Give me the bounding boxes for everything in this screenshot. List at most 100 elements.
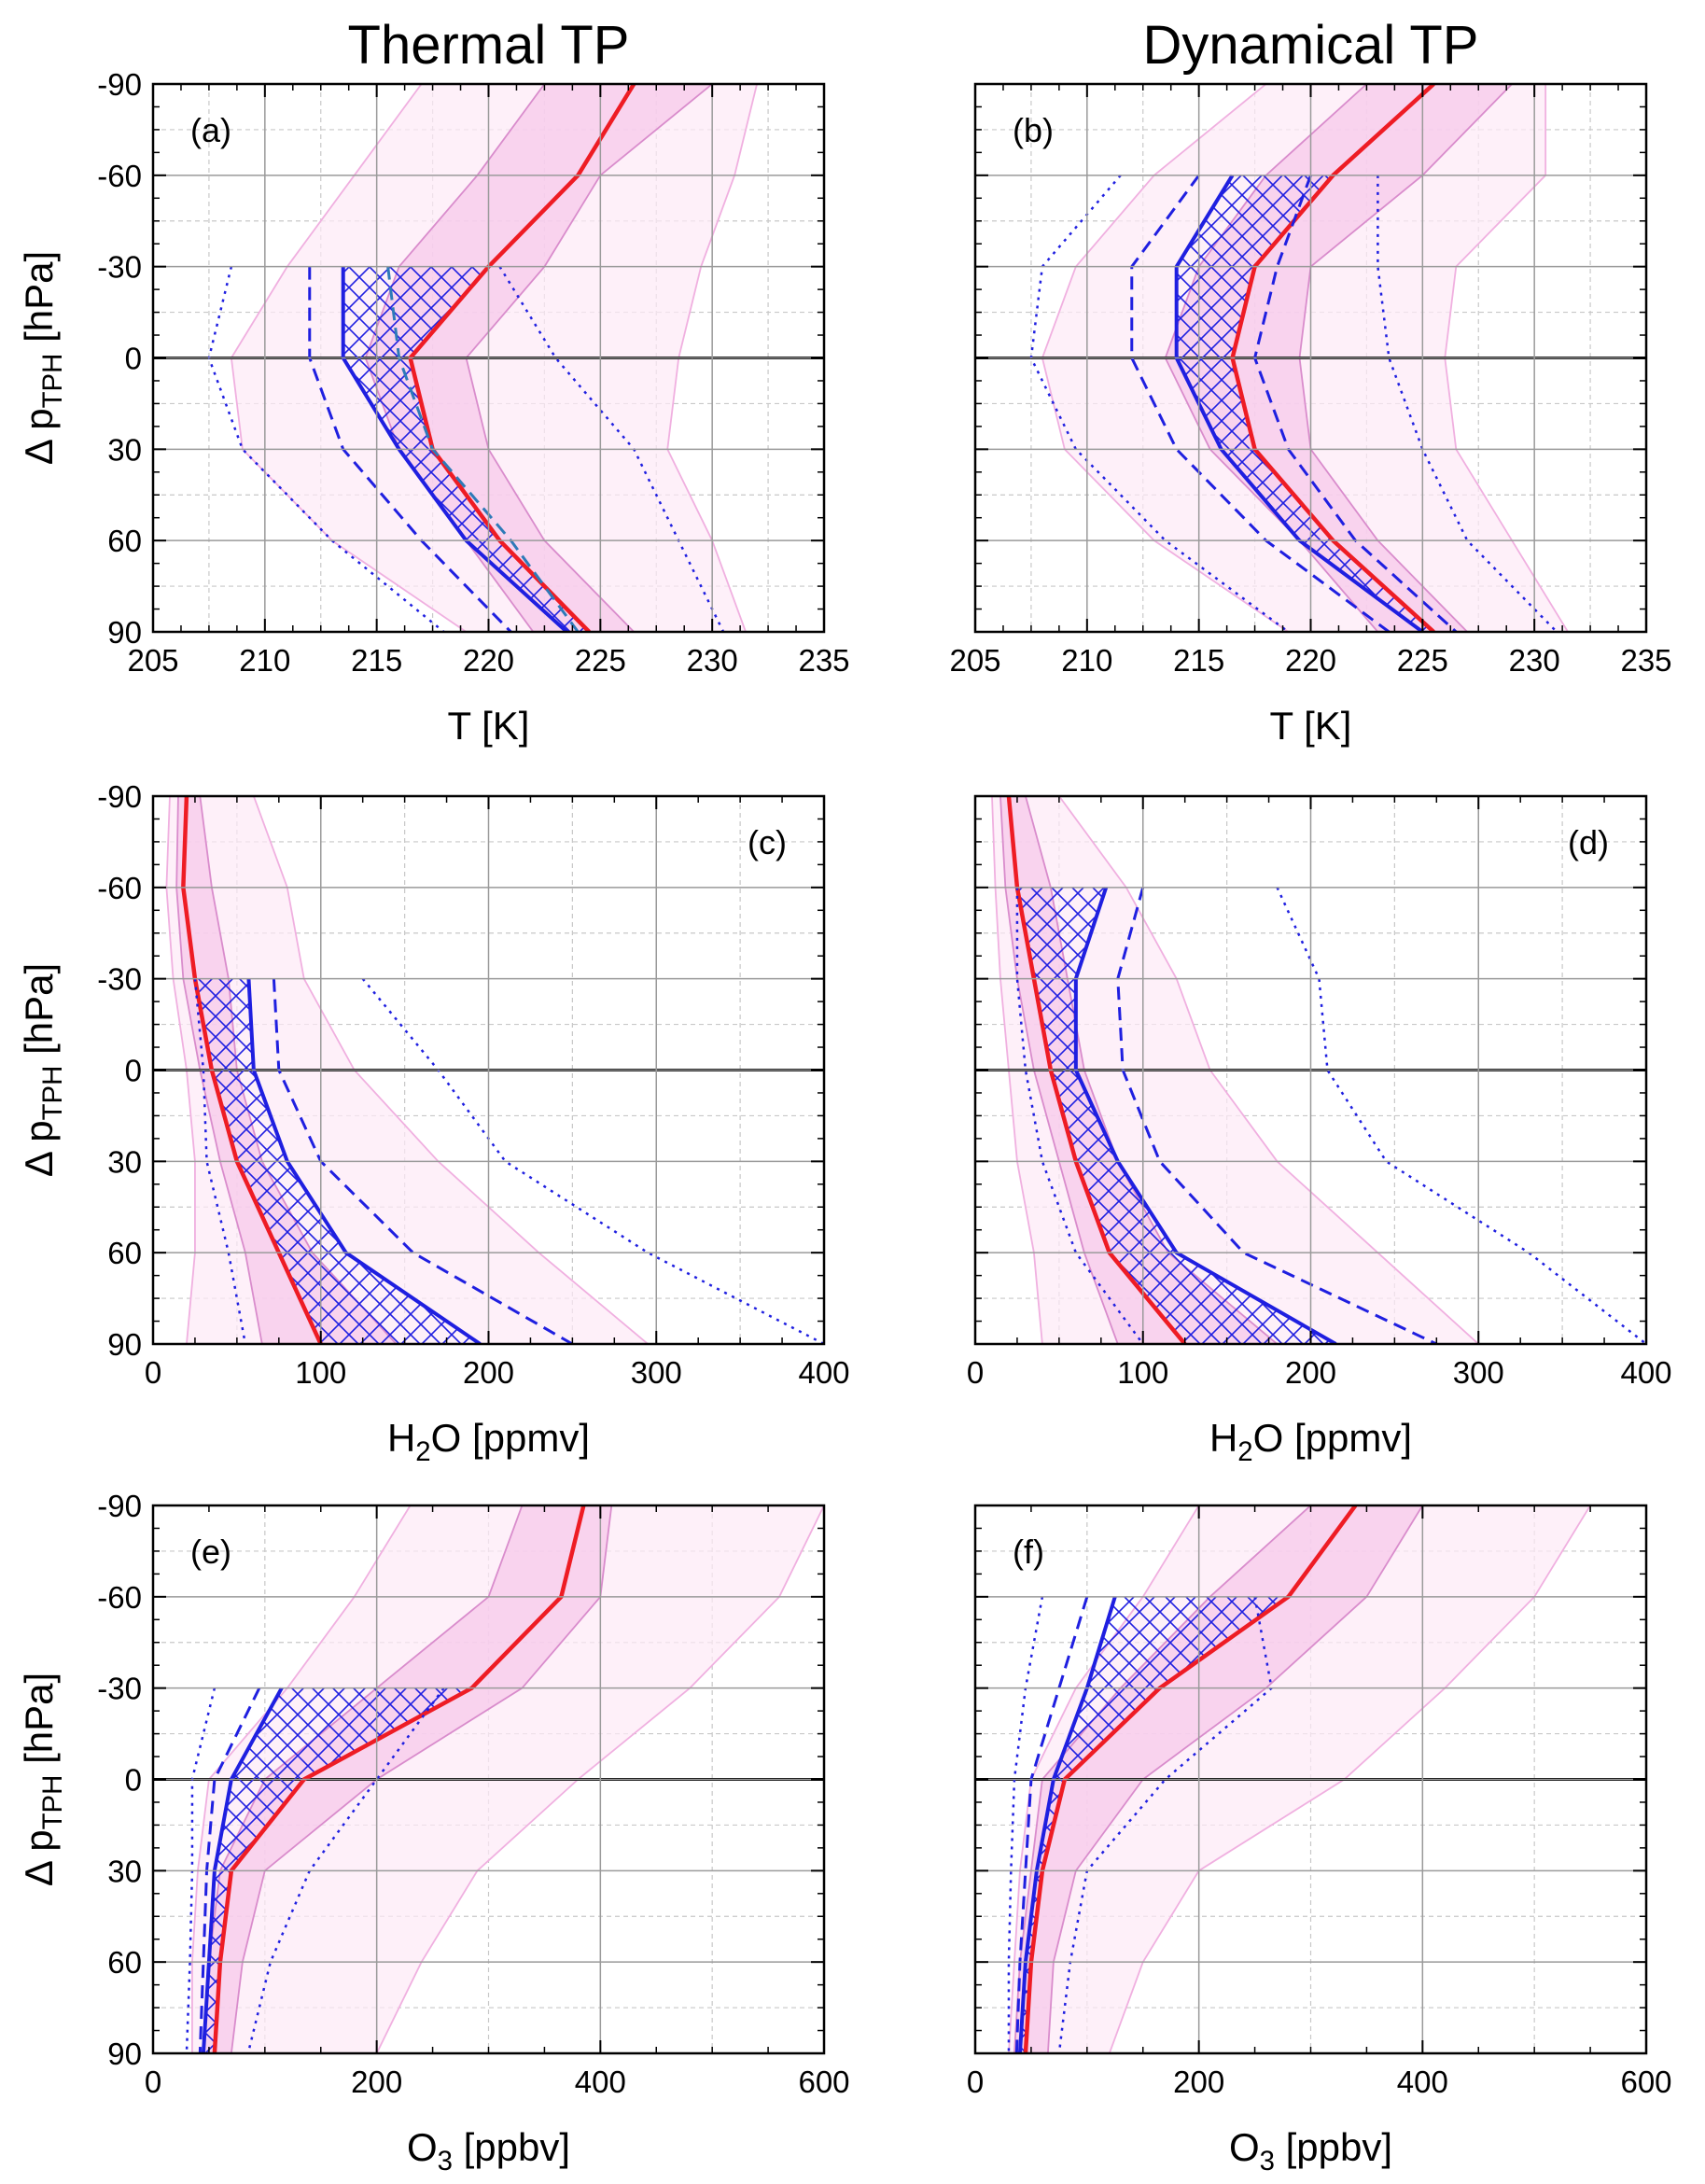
x-tick-label: 210 <box>239 643 290 678</box>
x-axis-label: H2O [ppmv] <box>387 1416 590 1467</box>
column-title: Dynamical TP <box>1143 15 1479 76</box>
x-axis-label-subscript: 3 <box>1260 2146 1275 2177</box>
x-axis-label-part: H <box>387 1416 415 1460</box>
hatched-area <box>1019 1596 1289 2053</box>
y-tick-label: 30 <box>107 1144 142 1179</box>
x-tick-label: 220 <box>463 643 514 678</box>
x-axis-label: O3 [ppbv] <box>1229 2125 1392 2177</box>
y-axis-label-part: Δ p <box>17 408 61 465</box>
y-axis-label-subscript: TPH <box>37 1066 68 1121</box>
x-tick-label: 200 <box>1173 2065 1224 2099</box>
hatched-area <box>1176 175 1434 632</box>
x-tick-label: 205 <box>127 643 178 678</box>
y-tick-label: -90 <box>97 779 142 814</box>
y-tick-label: 0 <box>125 1763 142 1798</box>
x-tick-label: 0 <box>145 1355 161 1390</box>
x-tick-label: 100 <box>295 1355 346 1390</box>
x-axis-label-part: T [K] <box>1270 704 1352 748</box>
profile-line <box>1130 174 1391 632</box>
x-axis-label-part: O <box>407 2125 438 2169</box>
x-axis-label-subscript: 2 <box>415 1436 430 1467</box>
x-tick-label: 200 <box>463 1355 514 1390</box>
x-axis-label-part: [ppbv] <box>453 2125 570 2169</box>
y-tick-label: -90 <box>97 1489 142 1523</box>
x-tick-label: 205 <box>949 643 1000 678</box>
x-axis-label: H2O [ppmv] <box>1209 1416 1412 1467</box>
axes-frame <box>973 1504 1648 2055</box>
x-tick-label: 215 <box>1173 643 1224 678</box>
x-tick-label: 235 <box>798 643 849 678</box>
y-tick-label: -30 <box>97 250 142 285</box>
y-tick-label: -90 <box>97 67 142 102</box>
x-tick-label: 100 <box>1117 1355 1168 1390</box>
x-tick-label: 400 <box>1620 1355 1671 1390</box>
y-tick-label: 30 <box>107 432 142 467</box>
y-tick-label: 0 <box>125 1054 142 1088</box>
x-axis-label-part: [ppbv] <box>1275 2125 1392 2169</box>
profile-line <box>1029 175 1290 632</box>
axes-frame <box>151 794 826 1346</box>
axes-frame <box>151 82 826 634</box>
y-axis-label-subscript: TPH <box>37 354 68 409</box>
y-tick-label: -60 <box>97 159 142 193</box>
x-tick-label: 0 <box>967 1355 984 1390</box>
y-tick-label: 90 <box>107 1327 142 1362</box>
panel-label: (f) <box>1013 1533 1044 1571</box>
y-tick-label: 30 <box>107 1854 142 1888</box>
x-axis-label-part: T [K] <box>448 704 530 748</box>
panel-label: (b) <box>1013 111 1054 149</box>
profile-line <box>1073 887 1337 1344</box>
x-axis-label-subscript: 2 <box>1237 1436 1252 1467</box>
x-tick-label: 400 <box>575 2065 626 2099</box>
y-axis-label-part: Δ p <box>17 1120 61 1177</box>
panel-label: (c) <box>748 823 787 861</box>
x-axis-label-subscript: 3 <box>438 2146 453 2177</box>
x-tick-label: 230 <box>1509 643 1560 678</box>
y-tick-label: 60 <box>107 1945 142 1980</box>
y-axis-label: Δ pTPH [hPa] <box>17 251 68 465</box>
x-tick-label: 225 <box>1397 643 1448 678</box>
y-tick-label: -30 <box>97 1672 142 1706</box>
y-axis-label-part: [hPa] <box>17 251 61 354</box>
panel-label: (e) <box>190 1533 231 1571</box>
x-tick-label: 600 <box>1620 2065 1671 2099</box>
axes-frame <box>973 82 1648 634</box>
x-tick-label: 400 <box>798 1355 849 1390</box>
x-tick-label: 210 <box>1061 643 1112 678</box>
x-tick-label: 600 <box>798 2065 849 2099</box>
x-tick-label: 235 <box>1620 643 1671 678</box>
y-axis-label: Δ pTPH [hPa] <box>17 1673 68 1886</box>
x-tick-label: 0 <box>145 2065 161 2099</box>
y-axis-label-part: [hPa] <box>17 1673 61 1775</box>
x-tick-label: 200 <box>1285 1355 1336 1390</box>
x-tick-label: 215 <box>351 643 402 678</box>
y-tick-label: 90 <box>107 2037 142 2071</box>
profile-line <box>1017 1596 1117 2053</box>
x-axis-label: T [K] <box>1270 704 1352 748</box>
x-axis-label: T [K] <box>448 704 530 748</box>
profile-line <box>1116 887 1437 1344</box>
y-tick-label: -60 <box>97 1580 142 1615</box>
axes-frame <box>973 794 1648 1346</box>
y-axis-label-part: [hPa] <box>17 963 61 1066</box>
x-axis-label-part: O <box>1229 2125 1260 2169</box>
y-tick-label: 0 <box>125 342 142 376</box>
y-axis-label: Δ pTPH [hPa] <box>17 963 68 1177</box>
y-tick-label: 60 <box>107 524 142 558</box>
x-axis-label-part: O [ppmv] <box>1253 1416 1412 1460</box>
profile-line <box>1057 1596 1273 2053</box>
panel-label: (d) <box>1568 823 1609 861</box>
profile-line <box>1377 175 1558 632</box>
x-tick-label: 400 <box>1397 2065 1448 2099</box>
profile-line <box>193 978 247 1344</box>
x-tick-label: 0 <box>967 2065 984 2099</box>
profile-line <box>1007 1596 1044 2053</box>
profile-line <box>1015 887 1144 1344</box>
y-axis-label-subscript: TPH <box>37 1775 68 1830</box>
profile-line <box>1014 1596 1089 2053</box>
x-tick-label: 300 <box>631 1355 682 1390</box>
x-axis-label-part: O [ppmv] <box>431 1416 590 1460</box>
x-tick-label: 230 <box>687 643 738 678</box>
